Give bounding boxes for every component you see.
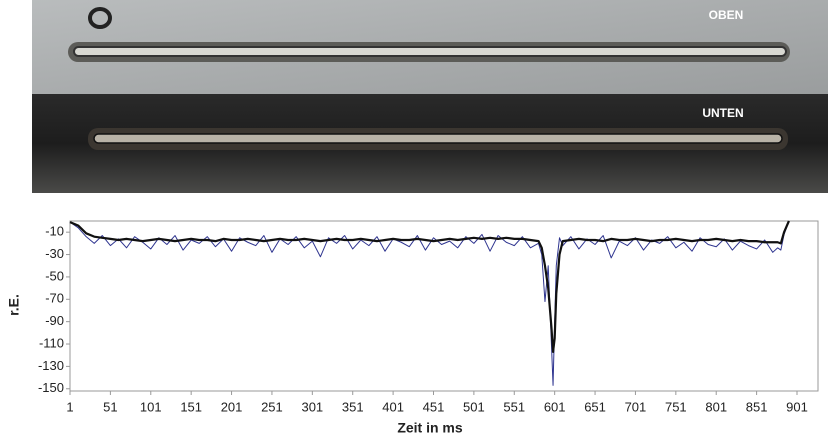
plot-frame — [69, 220, 819, 392]
x-tick-label: 251 — [261, 399, 283, 414]
x-tick-label: 451 — [423, 399, 445, 414]
x-tick-label: 601 — [544, 399, 566, 414]
x-tick-label: 401 — [382, 399, 404, 414]
x-tick-label: 751 — [665, 399, 687, 414]
y-tick-label: -130 — [38, 358, 64, 373]
photo: OBEN UNTEN — [32, 0, 828, 193]
x-tick-label: 201 — [221, 399, 243, 414]
y-tick-label: -10 — [45, 224, 64, 239]
photo-label: OBEN — [709, 8, 744, 22]
x-tick-label: 901 — [786, 399, 808, 414]
y-tick-label: -110 — [39, 335, 64, 350]
series-line — [69, 220, 790, 386]
x-tick-label: 1 — [66, 399, 73, 414]
x-tick-label: 801 — [705, 399, 727, 414]
x-tick-label: 151 — [180, 399, 202, 414]
y-tick-label: -50 — [45, 268, 64, 283]
x-tick-label: 851 — [746, 399, 768, 414]
x-axis-label: Zeit in ms — [397, 420, 463, 436]
x-tick-label: 301 — [301, 399, 323, 414]
x-tick-label: 501 — [463, 399, 485, 414]
x-tick-label: 551 — [503, 399, 525, 414]
x-tick-label: 651 — [584, 399, 606, 414]
mark — [88, 7, 112, 29]
x-tick-label: 101 — [140, 399, 162, 414]
series-line — [69, 220, 790, 353]
x-tick-label: 701 — [625, 399, 647, 414]
weld-top — [73, 46, 787, 57]
weld-bottom — [93, 133, 783, 144]
photo-label: UNTEN — [702, 106, 743, 120]
x-tick-label: 351 — [342, 399, 364, 414]
y-tick-label: -90 — [45, 313, 64, 328]
x-tick-label: 51 — [103, 399, 117, 414]
y-tick-label: -30 — [45, 246, 64, 261]
y-axis-label: r.E. — [6, 294, 22, 316]
y-tick-label: -70 — [45, 291, 64, 306]
y-tick-label: -150 — [38, 380, 64, 395]
